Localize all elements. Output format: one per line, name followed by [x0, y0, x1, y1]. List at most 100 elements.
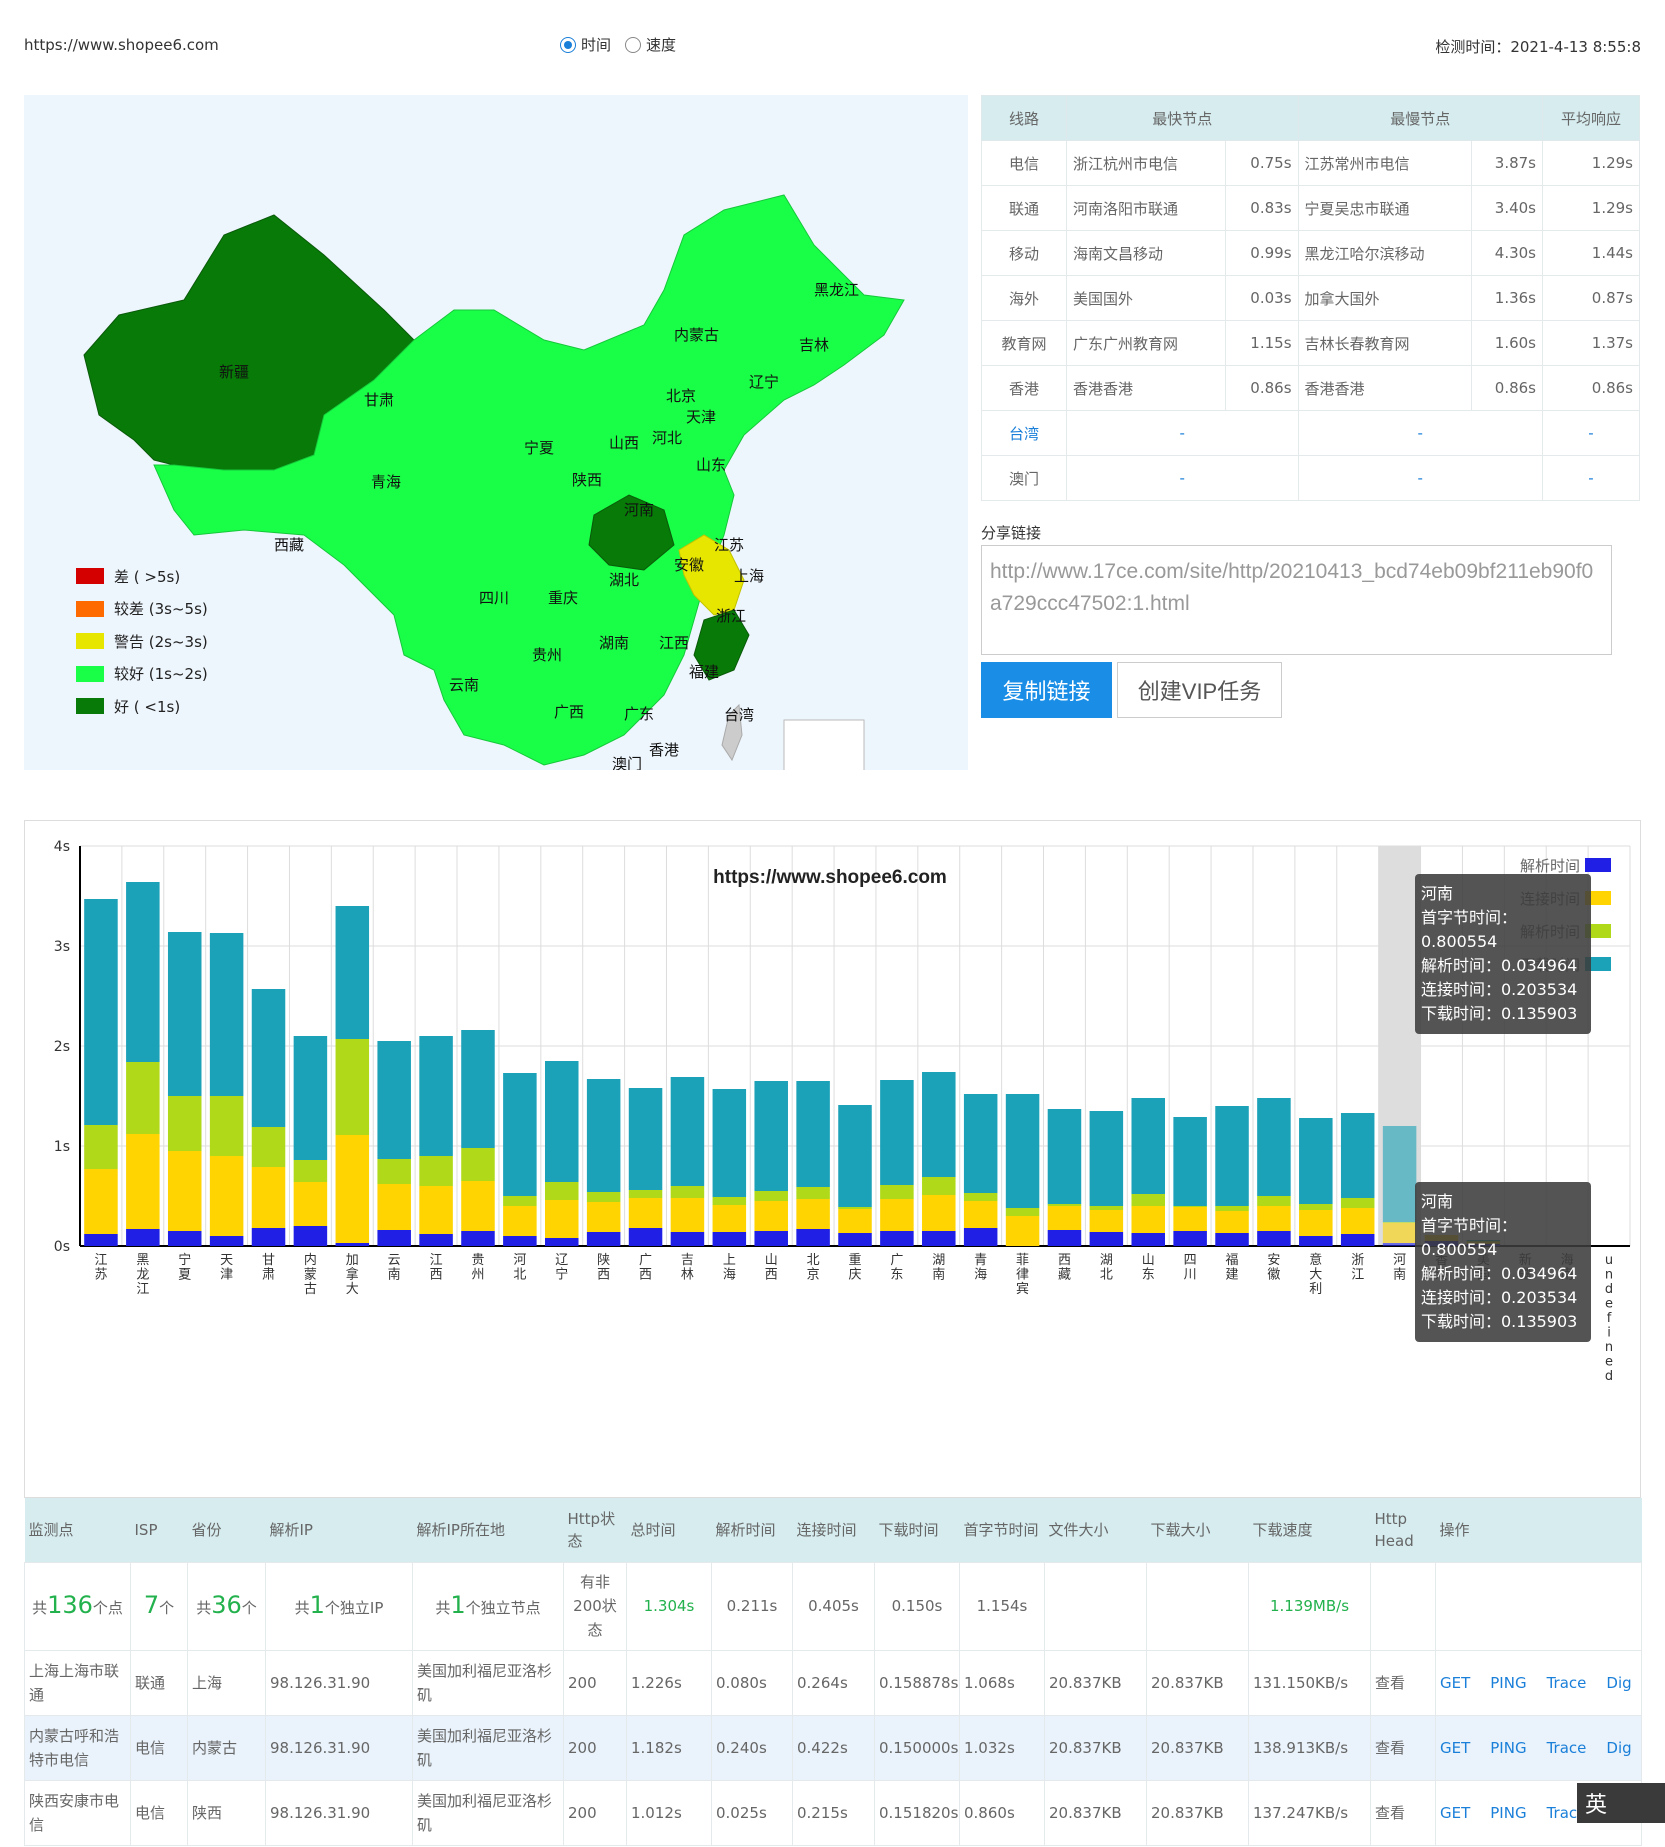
bar-segment[interactable] — [1047, 1204, 1082, 1206]
bar-segment[interactable] — [1173, 1207, 1207, 1231]
bar-segment[interactable] — [251, 1127, 286, 1167]
bar-segment[interactable] — [209, 1096, 244, 1156]
http-head-link[interactable]: 查看 — [1370, 1779, 1436, 1846]
bar-segment[interactable] — [167, 1096, 202, 1151]
bar-segment[interactable] — [628, 1190, 663, 1198]
http-head-link[interactable]: 查看 — [1370, 1714, 1436, 1781]
bar-segment[interactable] — [1005, 1094, 1040, 1208]
resolved-ip-link[interactable]: 98.126.31.90 — [265, 1779, 413, 1846]
radio-time[interactable]: 时间 — [560, 34, 611, 55]
bar-segment[interactable] — [754, 1231, 788, 1246]
bar-segment[interactable] — [963, 1201, 998, 1228]
bar-segment[interactable] — [628, 1088, 663, 1190]
bar-segment[interactable] — [838, 1105, 872, 1207]
bar-segment[interactable] — [419, 1186, 453, 1234]
copy-link-button[interactable]: 复制链接 — [981, 662, 1112, 718]
region-taiwan[interactable] — [721, 703, 743, 762]
bar-segment[interactable] — [503, 1206, 537, 1236]
bar-segment[interactable] — [503, 1073, 537, 1196]
bar-segment[interactable] — [461, 1181, 495, 1231]
bar-segment[interactable] — [838, 1209, 872, 1233]
bar-segment[interactable] — [796, 1187, 830, 1199]
bar-segment[interactable] — [1047, 1230, 1082, 1246]
bar-segment[interactable] — [1173, 1117, 1207, 1206]
bar-segment[interactable] — [712, 1205, 747, 1232]
bar-segment[interactable] — [880, 1080, 914, 1185]
bar-segment[interactable] — [545, 1200, 579, 1238]
bar-segment[interactable] — [712, 1089, 747, 1197]
bar-segment[interactable] — [670, 1232, 705, 1246]
bar-segment[interactable] — [1089, 1206, 1124, 1210]
bar-segment[interactable] — [461, 1148, 495, 1181]
bar-segment[interactable] — [712, 1197, 747, 1205]
share-url-textarea[interactable]: http://www.17ce.com/site/http/20210413_b… — [981, 545, 1612, 655]
bar-segment[interactable] — [126, 1062, 160, 1134]
bar-segment[interactable] — [1089, 1210, 1124, 1232]
bar-segment[interactable] — [419, 1036, 453, 1156]
bar-segment[interactable] — [1173, 1231, 1207, 1246]
bar-segment[interactable] — [796, 1199, 830, 1229]
bar-segment[interactable] — [1257, 1206, 1291, 1231]
bar-segment[interactable] — [754, 1081, 788, 1191]
bar-segment[interactable] — [84, 899, 118, 1125]
bar-segment[interactable] — [293, 1036, 328, 1160]
get-link[interactable]: GET — [1440, 1673, 1471, 1692]
bar-segment[interactable] — [838, 1233, 872, 1246]
bar-segment[interactable] — [963, 1094, 998, 1193]
bar-segment[interactable] — [84, 1169, 118, 1234]
bar-segment[interactable] — [1131, 1206, 1165, 1233]
bar-segment[interactable] — [419, 1156, 453, 1186]
bar-segment[interactable] — [586, 1079, 621, 1192]
bar-segment[interactable] — [922, 1177, 956, 1195]
bar-segment[interactable] — [126, 1229, 160, 1246]
bar-segment[interactable] — [377, 1230, 411, 1246]
bar-segment[interactable] — [84, 1125, 118, 1169]
bar-segment[interactable] — [84, 1234, 118, 1246]
bar-segment[interactable] — [922, 1231, 956, 1246]
bar-segment[interactable] — [335, 1039, 370, 1135]
ping-link[interactable]: PING — [1490, 1673, 1527, 1692]
bar-segment[interactable] — [1215, 1106, 1249, 1206]
bar-segment[interactable] — [251, 1228, 286, 1246]
bar-segment[interactable] — [377, 1159, 411, 1184]
ping-link[interactable]: PING — [1490, 1738, 1527, 1757]
ping-link[interactable]: PING — [1490, 1803, 1527, 1822]
bar-segment[interactable] — [922, 1195, 956, 1231]
bar-segment[interactable] — [167, 1151, 202, 1231]
bar-segment[interactable] — [586, 1232, 621, 1246]
bar-segment[interactable] — [1340, 1234, 1375, 1246]
bar-segment[interactable] — [251, 989, 286, 1127]
bar-segment[interactable] — [1089, 1111, 1124, 1206]
bar-segment[interactable] — [545, 1182, 579, 1200]
bar-segment[interactable] — [754, 1201, 788, 1231]
bar-segment[interactable] — [628, 1228, 663, 1246]
bar-segment[interactable] — [880, 1185, 914, 1199]
bar-segment[interactable] — [1299, 1204, 1333, 1210]
get-link[interactable]: GET — [1440, 1803, 1471, 1822]
bar-segment[interactable] — [1047, 1206, 1082, 1230]
bar-segment[interactable] — [586, 1192, 621, 1202]
bar-segment[interactable] — [1257, 1098, 1291, 1196]
bar-segment[interactable] — [1382, 1222, 1417, 1223]
bar-segment[interactable] — [1047, 1109, 1082, 1204]
bar-segment[interactable] — [1340, 1208, 1375, 1234]
bar-segment[interactable] — [1257, 1231, 1291, 1246]
bar-segment[interactable] — [1299, 1118, 1333, 1204]
bar-segment[interactable] — [1382, 1223, 1417, 1243]
bar-segment[interactable] — [1382, 1126, 1417, 1222]
resolved-ip-link[interactable]: 98.126.31.90 — [265, 1714, 413, 1781]
region-zhejiang[interactable] — [693, 609, 750, 681]
bar-segment[interactable] — [461, 1231, 495, 1246]
bar-segment[interactable] — [335, 1135, 370, 1243]
bar-segment[interactable] — [1131, 1194, 1165, 1206]
bar-segment[interactable] — [545, 1238, 579, 1246]
bar-segment[interactable] — [167, 1231, 202, 1246]
bar-segment[interactable] — [922, 1072, 956, 1177]
bar-segment[interactable] — [838, 1207, 872, 1209]
get-link[interactable]: GET — [1440, 1738, 1471, 1757]
bar-segment[interactable] — [251, 1167, 286, 1228]
bar-segment[interactable] — [545, 1061, 579, 1182]
bar-segment[interactable] — [1005, 1208, 1040, 1216]
bar-segment[interactable] — [670, 1198, 705, 1232]
trace-link[interactable]: Trace — [1546, 1803, 1587, 1822]
